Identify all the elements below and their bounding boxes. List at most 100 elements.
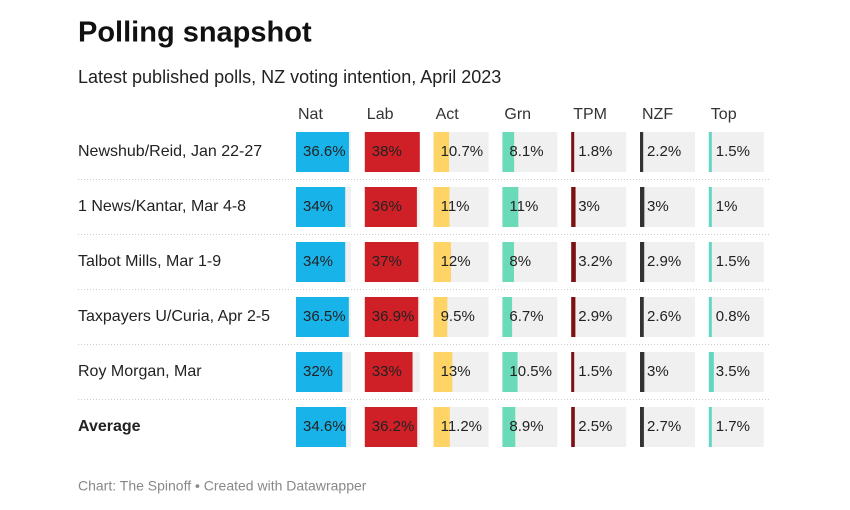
value-label: 8.9%	[509, 418, 543, 435]
bar	[296, 132, 349, 172]
value-label: 3%	[647, 198, 669, 215]
bar	[433, 352, 453, 392]
cell-background	[640, 242, 695, 282]
cell-background	[708, 132, 764, 172]
value-label: 36.5%	[303, 308, 346, 325]
bar	[296, 352, 343, 392]
value-label: 37%	[372, 253, 402, 270]
column-header: Grn	[504, 106, 531, 123]
column-header: Act	[436, 106, 460, 123]
cell-background	[571, 132, 627, 172]
bar	[364, 242, 419, 282]
bar	[640, 297, 644, 337]
cell-background	[571, 407, 627, 447]
bar	[364, 407, 418, 447]
value-label: 34.6%	[303, 418, 346, 435]
row-label: Talbot Mills, Mar 1-9	[78, 253, 221, 270]
cell-background	[640, 187, 695, 227]
column-header: Lab	[367, 106, 394, 123]
cell-background	[640, 297, 695, 337]
value-label: 1.7%	[716, 418, 750, 435]
cell-background	[571, 242, 627, 282]
value-label: 36.9%	[372, 308, 415, 325]
bar	[640, 242, 645, 282]
bar	[708, 352, 714, 392]
value-label: 1%	[716, 198, 738, 215]
cell-background	[708, 297, 764, 337]
value-label: 1.5%	[716, 143, 750, 160]
bar	[708, 132, 712, 172]
bar	[708, 187, 712, 227]
bar	[433, 187, 450, 227]
value-label: 33%	[372, 363, 402, 380]
value-label: 10.5%	[509, 363, 552, 380]
value-label: 11%	[509, 198, 538, 215]
value-label: 10.7%	[441, 143, 484, 160]
value-label: 3.2%	[578, 253, 612, 270]
bar	[364, 132, 420, 172]
bar	[571, 407, 575, 447]
value-label: 2.5%	[578, 418, 612, 435]
chart-subtitle: Latest published polls, NZ voting intent…	[78, 67, 501, 87]
value-label: 2.9%	[647, 253, 681, 270]
source: Chart: The Spinoff • Created with Datawr…	[78, 478, 367, 494]
cell-background	[571, 297, 627, 337]
column-header: TPM	[573, 106, 607, 123]
bar	[296, 297, 349, 337]
value-label: 11%	[441, 198, 470, 215]
value-label: 0.8%	[716, 308, 750, 325]
bar	[502, 407, 516, 447]
bar	[502, 132, 515, 172]
cell-background	[640, 407, 695, 447]
chart-title: Polling snapshot	[78, 17, 312, 49]
bar	[502, 187, 519, 227]
bar	[364, 352, 413, 392]
value-label: 36%	[372, 198, 402, 215]
value-label: 3.5%	[716, 363, 750, 380]
value-label: 36.6%	[303, 143, 346, 160]
value-label: 6.7%	[509, 308, 543, 325]
value-label: 8.1%	[509, 143, 543, 160]
bar	[502, 297, 513, 337]
column-header: Top	[711, 106, 737, 123]
bar	[433, 242, 451, 282]
bar	[708, 242, 712, 282]
row-label: Average	[78, 418, 141, 435]
bar	[640, 407, 644, 447]
row-label: Roy Morgan, Mar	[78, 363, 202, 380]
row-label: Newshub/Reid, Jan 22-27	[78, 143, 262, 160]
value-label: 3%	[647, 363, 669, 380]
bar	[640, 132, 644, 172]
value-label: 38%	[372, 143, 402, 160]
value-label: 8%	[509, 253, 531, 270]
value-label: 2.6%	[647, 308, 681, 325]
bar	[640, 187, 645, 227]
bar	[571, 187, 576, 227]
value-label: 2.7%	[647, 418, 681, 435]
value-label: 32%	[303, 363, 333, 380]
value-label: 9.5%	[441, 308, 475, 325]
bar	[502, 352, 518, 392]
bar	[640, 352, 645, 392]
bar	[433, 132, 450, 172]
value-label: 3%	[578, 198, 600, 215]
value-label: 34%	[303, 253, 333, 270]
bar	[502, 242, 514, 282]
value-label: 1.5%	[578, 363, 612, 380]
value-label: 34%	[303, 198, 333, 215]
value-label: 2.9%	[578, 308, 612, 325]
value-label: 1.8%	[578, 143, 612, 160]
cell-background	[708, 407, 764, 447]
value-label: 11.2%	[441, 418, 482, 435]
bar	[708, 407, 712, 447]
cell-background	[640, 352, 695, 392]
bar	[364, 297, 419, 337]
column-header: NZF	[642, 106, 673, 123]
bar	[364, 187, 417, 227]
bar	[708, 297, 712, 337]
cell-background	[708, 352, 764, 392]
bar	[433, 297, 448, 337]
value-label: 1.5%	[716, 253, 750, 270]
value-label: 2.2%	[647, 143, 681, 160]
